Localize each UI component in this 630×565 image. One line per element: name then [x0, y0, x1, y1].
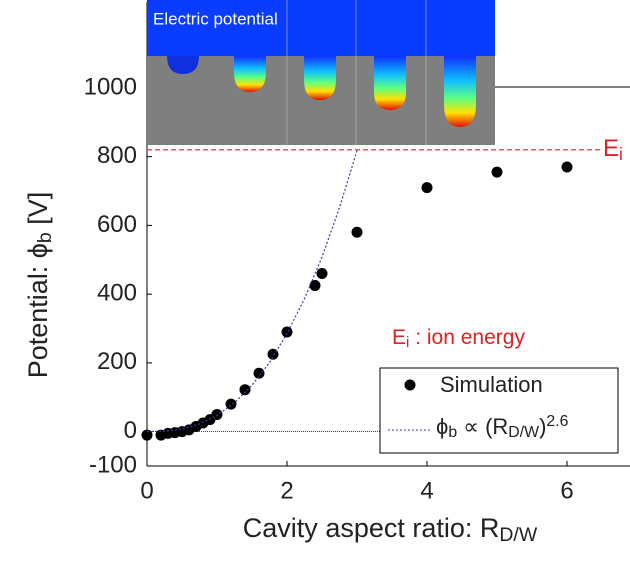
x-tick-label: 6	[560, 477, 573, 504]
data-point	[351, 226, 363, 238]
legend-label: Simulation	[440, 372, 543, 397]
x-axis-label: Cavity aspect ratio: RD/W	[243, 513, 538, 546]
inset-cavity	[167, 56, 199, 74]
y-tick-label: 800	[97, 142, 137, 169]
y-tick-label: -100	[89, 451, 137, 478]
inset-cavity	[374, 56, 406, 110]
data-point	[316, 268, 328, 280]
fit-line	[146, 150, 358, 433]
y-tick-label: 0	[124, 417, 137, 444]
text-part: i	[406, 334, 409, 351]
text-part: ϕ	[436, 414, 448, 439]
y-tick-label: 1000	[84, 73, 137, 100]
inset-field	[147, 0, 495, 56]
text-part: Cavity aspect ratio: R	[243, 513, 500, 543]
text-part: Potential: ϕ	[23, 243, 53, 378]
annotation: Ei : ion energy	[392, 326, 525, 351]
text-part: )	[539, 414, 546, 439]
text-part: : ion energy	[409, 326, 525, 349]
data-point	[239, 384, 251, 396]
inset-title: Electric potential	[153, 9, 278, 28]
y-tick-label: 400	[97, 279, 137, 306]
text-part: [V]	[23, 192, 53, 233]
x-tick-label: 0	[140, 477, 153, 504]
text-part: E	[603, 135, 619, 162]
legend-box	[379, 367, 619, 454]
inset-cavity	[234, 56, 266, 92]
text-part: 2.6	[546, 413, 568, 430]
data-point	[225, 398, 237, 410]
data-point	[253, 367, 265, 379]
x-tick-label: 4	[420, 477, 433, 504]
x-tick-label: 2	[280, 477, 293, 504]
reference-label: Ei	[603, 135, 623, 163]
data-point	[141, 429, 153, 441]
text-part: D/W	[499, 524, 537, 546]
data-point	[281, 326, 293, 338]
y-tick-label: 200	[97, 348, 137, 375]
legend: Simulation ϕb ∝ (RD/W)2.6	[379, 367, 619, 454]
data-point	[211, 408, 223, 420]
data-point	[267, 348, 279, 360]
text-part: D/W	[508, 424, 539, 441]
inset-cavity	[304, 56, 336, 100]
inset-cavity	[444, 56, 476, 127]
legend-label: ϕb ∝ (RD/W)2.6	[436, 413, 569, 441]
data-point	[491, 166, 503, 178]
text-part: ∝ (R	[457, 414, 508, 439]
inset-image: Electric potential	[147, 0, 495, 145]
data-point	[421, 182, 433, 194]
legend-marker	[404, 379, 416, 391]
text-part: b	[34, 232, 56, 243]
y-tick-label: 600	[97, 211, 137, 238]
text-part: E	[392, 326, 406, 349]
data-point	[561, 161, 573, 173]
text-part: i	[619, 143, 623, 163]
data-point	[309, 280, 321, 292]
y-axis-label: Potential: ϕb [V]	[23, 192, 56, 379]
text-part: b	[448, 424, 457, 441]
